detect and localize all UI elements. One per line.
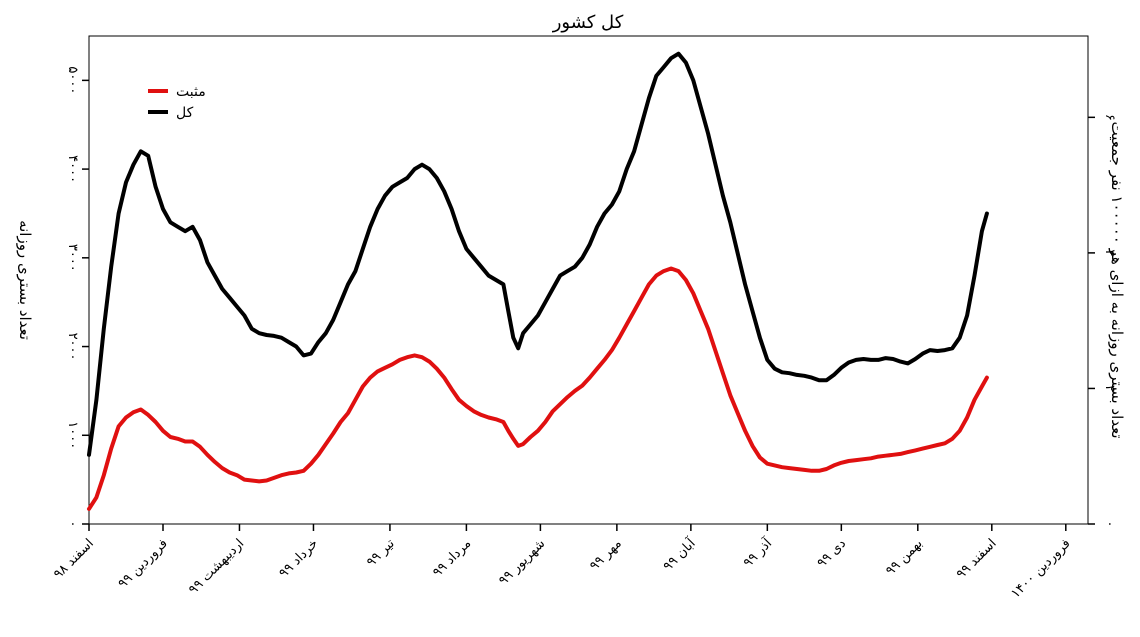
x-tick-label: اردیبهشت ۹۹: [186, 536, 247, 597]
x-tick-label: خرداد ۹۹: [276, 536, 321, 581]
y-tick-label: ۴۰۰۰: [65, 155, 80, 183]
y-tick-label: ۳۰۰۰: [65, 244, 80, 272]
x-tick-label: تیر ۹۹: [364, 536, 398, 570]
x-tick-label: آذر ۹۹: [739, 534, 776, 571]
x-tick-label: دی ۹۹: [814, 536, 849, 571]
y-axis: ۰ ۱۰۰۰ ۲۰۰۰ ۳۰۰۰ ۴۰۰۰ ۵۰۰۰: [65, 66, 89, 527]
plot-frame: [88, 35, 1089, 525]
x-tick-label: فروردین ۹۹: [115, 536, 170, 591]
legend-label-positive: مثبت: [176, 84, 206, 100]
y2-tick-label: ۰: [1102, 521, 1117, 528]
y-tick-label: ۲۰۰۰: [65, 333, 80, 361]
y2-axis: ۰ ۲ ۴ ۶: [1088, 114, 1117, 528]
x-tick-label: بهمن ۹۹: [883, 536, 926, 579]
y2-tick-label: ۶: [1102, 114, 1117, 121]
x-tick-label: مرداد ۹۹: [430, 536, 474, 580]
x-tick-label: مهر ۹۹: [587, 536, 625, 574]
x-tick-label: اسفند ۹۹: [954, 536, 1000, 582]
y-tick-label: ۱۰۰۰: [65, 421, 80, 449]
legend: مثبت کل: [148, 84, 206, 121]
y2-tick-label: ۴: [1102, 249, 1117, 256]
x-tick-label: شهریور ۹۹: [496, 536, 548, 588]
series-line-total: [87, 51, 989, 457]
series-layer: [87, 51, 989, 511]
x-tick-label: اسفند ۹۸: [51, 536, 97, 582]
y-tick-label: ۰: [65, 521, 80, 528]
x-tick-label: فروردین ۱۴۰۰: [1008, 536, 1073, 601]
x-tick-label: آبان ۹۹: [659, 534, 699, 574]
y-axis-title: تعداد بستری روزانه: [16, 220, 34, 340]
chart-title: کل کشور: [552, 12, 624, 33]
y-tick-label: ۵۰۰۰: [65, 66, 80, 94]
y2-tick-label: ۲: [1102, 385, 1117, 392]
legend-label-total: کل: [176, 105, 194, 121]
x-axis: اسفند ۹۸ فروردین ۹۹ اردیبهشت ۹۹ خرداد ۹۹ تیر…: [51, 524, 1074, 602]
series-line-positive: [87, 266, 989, 511]
y2-axis-title: تعداد بستری روزانه به ازای هر ۱۰۰۰۰۰ نفر…: [1108, 121, 1126, 438]
